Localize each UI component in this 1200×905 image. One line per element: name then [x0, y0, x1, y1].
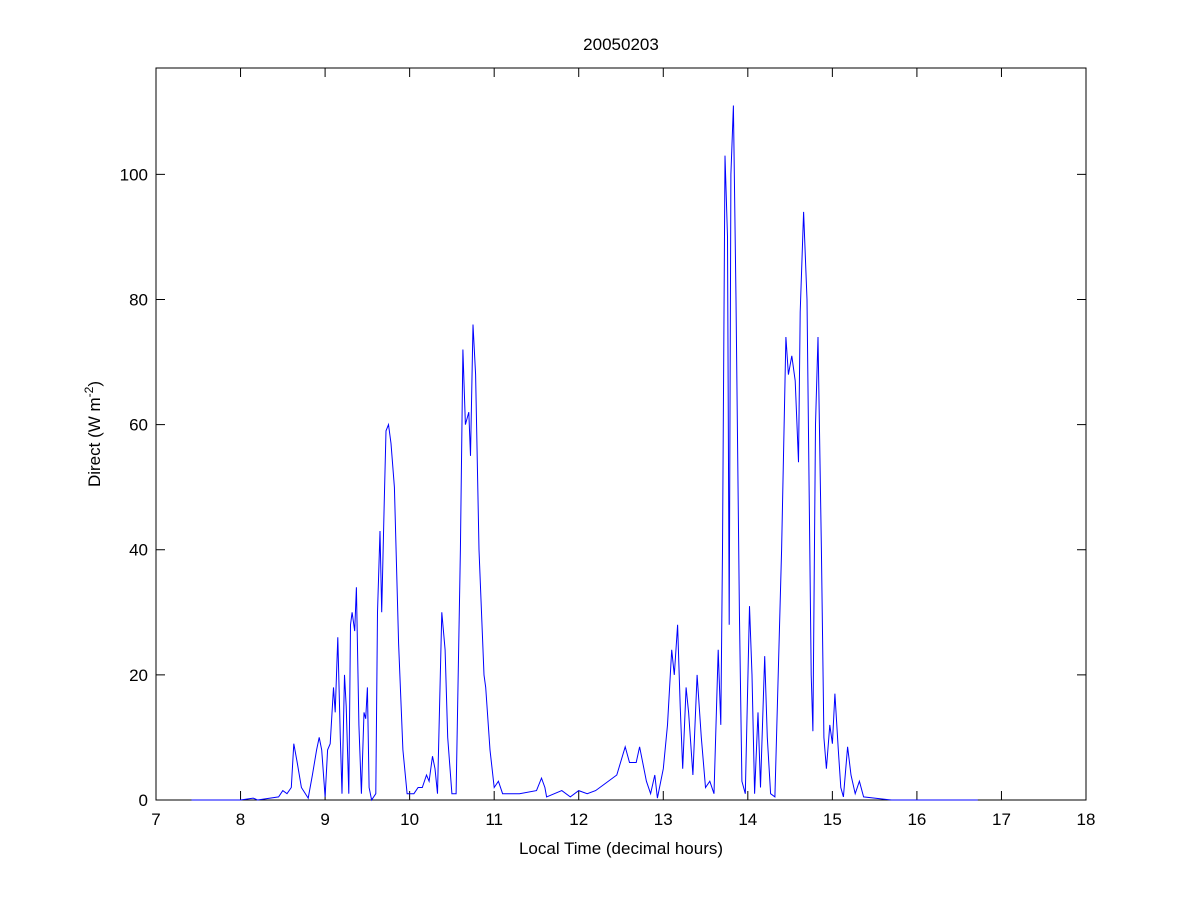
x-tick-label: 10: [400, 810, 419, 829]
y-tick-label: 40: [129, 541, 148, 560]
x-tick-label: 16: [907, 810, 926, 829]
tick-labels: 7 8 9 10 11 12 13 14 15 16 17 18 0 20 40 60 80 100: [120, 165, 1096, 829]
x-tick-label: 7: [151, 810, 160, 829]
x-tick-label: 17: [992, 810, 1011, 829]
x-tick-label: 13: [654, 810, 673, 829]
y-axis-label: Direct (W m-2): [82, 381, 104, 487]
y-tick-label: 80: [129, 290, 148, 309]
y-tick-label: 20: [129, 666, 148, 685]
x-tick-label: 14: [738, 810, 757, 829]
y-tick-label: 0: [139, 791, 148, 810]
x-tick-label: 9: [320, 810, 329, 829]
x-tick-label: 12: [569, 810, 588, 829]
x-tick-label: 8: [236, 810, 245, 829]
y-tick-label: 60: [129, 416, 148, 435]
plot-area: [155, 67, 1087, 801]
ticks: [155, 68, 1087, 801]
series-line: [191, 105, 978, 802]
x-axis-label: Local Time (decimal hours): [519, 839, 723, 858]
chart-title: 20050203: [583, 35, 659, 54]
y-axis-label-base: Direct (W m: [85, 397, 104, 487]
y-axis-label-end: ): [85, 381, 104, 387]
y-tick-label: 100: [120, 165, 148, 184]
y-axis-label-sup: -2: [82, 386, 96, 397]
x-tick-label: 15: [823, 810, 842, 829]
x-tick-label: 18: [1077, 810, 1096, 829]
x-tick-label: 11: [485, 810, 503, 829]
